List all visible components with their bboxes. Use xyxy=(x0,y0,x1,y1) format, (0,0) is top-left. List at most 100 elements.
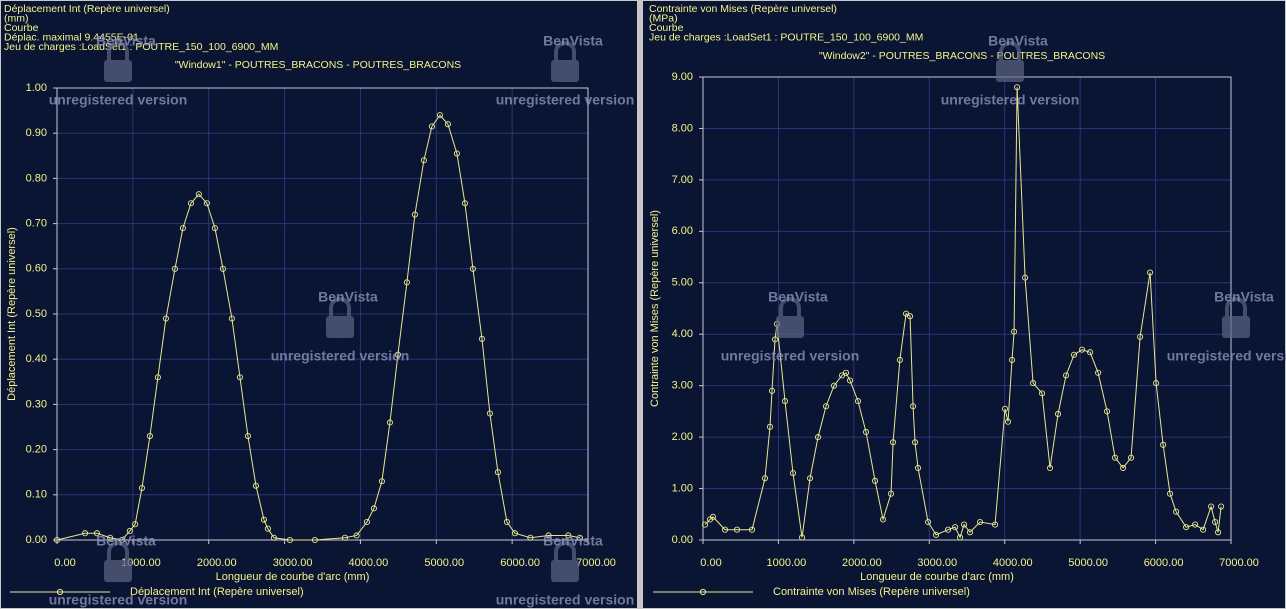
watermark-notice: unregistered version xyxy=(496,592,635,608)
data-point xyxy=(486,410,493,417)
data-point xyxy=(503,518,510,525)
x-tick-label: 5000.00 xyxy=(424,557,464,569)
watermark-notice: unregistered version xyxy=(271,348,410,364)
y-tick-label: 0.20 xyxy=(26,444,47,456)
data-point xyxy=(976,518,984,526)
watermarks: BenVista unregistered version BenVista unre… xyxy=(49,33,1286,608)
x-tick-label: 0.00 xyxy=(54,557,75,569)
series-line xyxy=(56,114,580,541)
y-tick-label: 6.00 xyxy=(672,225,693,237)
data-point xyxy=(1046,464,1054,472)
data-point xyxy=(1112,454,1119,461)
data-point xyxy=(1030,380,1037,387)
x-tick-label: 0.00 xyxy=(700,557,721,569)
data-point xyxy=(992,521,999,528)
data-point xyxy=(252,482,260,489)
series-line xyxy=(704,87,1222,539)
data-point xyxy=(933,531,940,538)
data-point xyxy=(721,526,729,533)
x-axis-label: Longueur de courbe d'arc (mm) xyxy=(216,571,370,583)
data-point xyxy=(1120,464,1127,472)
data-point xyxy=(311,536,318,544)
data-point xyxy=(286,536,293,544)
data-point xyxy=(789,470,797,477)
watermark-lock-shackle xyxy=(107,41,129,60)
data-point xyxy=(146,432,153,440)
data-point xyxy=(132,521,139,528)
data-point xyxy=(260,516,267,523)
data-point xyxy=(363,518,371,525)
x-tick-label: 1000.00 xyxy=(767,557,807,569)
watermark-lock-shackle xyxy=(554,541,576,560)
y-tick-label: 3.00 xyxy=(672,380,693,392)
legend-label: Déplacement Int (Repère universel) xyxy=(130,586,304,598)
data-point xyxy=(766,423,774,430)
data-point xyxy=(436,112,443,119)
data-point xyxy=(822,403,830,410)
watermark-notice: unregistered version xyxy=(941,92,1080,108)
panel-right xyxy=(643,1,1285,608)
y-tick-label: 0.60 xyxy=(26,263,47,275)
window-label: "Window2" - POUTRES_BRACONS - POUTRES_BR… xyxy=(819,50,1105,62)
data-point xyxy=(341,534,349,541)
y-tick-label: 1.00 xyxy=(26,82,47,94)
data-point xyxy=(236,374,244,381)
data-point xyxy=(1014,84,1021,91)
y-tick-label: 5.00 xyxy=(672,277,693,289)
data-point xyxy=(411,211,418,218)
data-point xyxy=(527,534,534,541)
data-point xyxy=(781,398,789,405)
data-point xyxy=(1054,410,1062,418)
data-point xyxy=(494,469,502,476)
header-line: Contrainte von Mises (Repère universel) xyxy=(649,3,837,15)
data-point xyxy=(842,369,850,376)
x-tick-label: 3000.00 xyxy=(917,557,957,569)
y-tick-label: 4.00 xyxy=(672,328,693,340)
data-point xyxy=(1022,274,1029,281)
data-point xyxy=(203,200,210,207)
data-point xyxy=(228,315,235,322)
data-point xyxy=(854,398,862,405)
panel-left xyxy=(1,1,637,608)
data-point xyxy=(925,518,932,526)
data-point xyxy=(386,419,393,426)
data-point xyxy=(896,356,903,363)
y-tick-label: 1.00 xyxy=(672,482,693,494)
watermark-lock-shackle xyxy=(107,541,129,560)
watermark-brand: BenVista xyxy=(96,33,156,49)
data-point xyxy=(1167,490,1174,497)
y-tick-label: 0.70 xyxy=(26,218,47,230)
watermark-brand: BenVista xyxy=(543,33,603,49)
data-point xyxy=(1011,328,1018,335)
data-point xyxy=(270,534,278,541)
watermark-lock xyxy=(551,60,579,82)
y-axis-label: Contrainte von Mises (Repère universel) xyxy=(649,210,661,407)
data-point xyxy=(1160,441,1167,448)
watermark-lock xyxy=(996,60,1024,82)
data-point xyxy=(1218,503,1225,510)
data-point xyxy=(771,336,779,343)
data-point xyxy=(171,265,179,272)
x-tick-label: 6000.00 xyxy=(500,557,540,569)
data-point xyxy=(428,123,435,130)
data-point xyxy=(1070,351,1078,358)
legend-label: Contrainte von Mises (Repère universel) xyxy=(773,586,970,598)
data-point xyxy=(403,279,410,286)
header-line: Déplac. maximal 9.4455E-01 xyxy=(4,31,139,43)
data-point xyxy=(1087,349,1094,356)
data-point xyxy=(1208,503,1215,510)
data-point xyxy=(420,157,427,164)
data-point xyxy=(162,315,169,322)
x-axis-label: Longueur de courbe d'arc (mm) xyxy=(860,571,1014,583)
y-tick-label: 0.00 xyxy=(26,534,47,546)
header-line: Jeu de charges :LoadSet1 : POUTRE_150_10… xyxy=(4,41,278,53)
data-point xyxy=(1004,418,1012,425)
data-point xyxy=(830,382,838,389)
data-point xyxy=(511,530,518,537)
data-point xyxy=(733,526,741,533)
data-point xyxy=(1137,333,1144,340)
data-point xyxy=(911,439,919,446)
y-tick-label: 0.40 xyxy=(26,353,47,365)
data-point xyxy=(1173,508,1180,515)
